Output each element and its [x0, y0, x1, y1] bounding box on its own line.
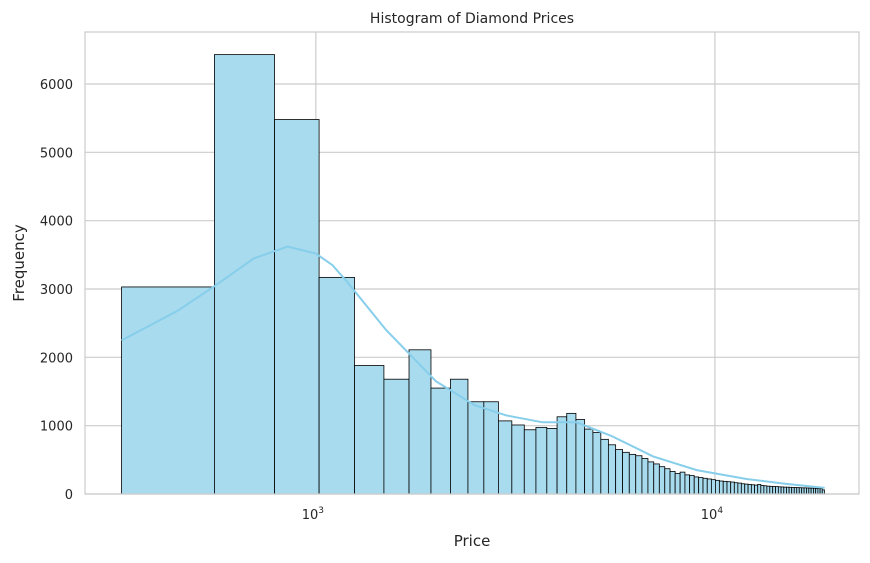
- y-tick-label: 2000: [40, 351, 73, 366]
- histogram-bar: [693, 476, 700, 495]
- histogram-bar: [592, 432, 602, 495]
- histogram-bar: [121, 286, 215, 495]
- histogram-bar: [523, 429, 537, 495]
- histogram-bar: [710, 479, 716, 495]
- histogram-bar: [497, 420, 513, 495]
- histogram-bar: [722, 480, 728, 495]
- histogram-bar: [600, 438, 609, 495]
- y-tick-label: 6000: [40, 78, 73, 93]
- histogram-bar: [740, 483, 746, 495]
- histogram-bar: [679, 471, 686, 495]
- histogram-bar: [664, 468, 671, 495]
- histogram-bar: [730, 481, 735, 495]
- histogram-bar: [744, 483, 749, 495]
- histogram-bar: [777, 486, 782, 495]
- histogram-bar: [318, 276, 355, 495]
- histogram-bar: [715, 479, 720, 495]
- histogram-bar: [575, 419, 586, 495]
- kde-curve: [121, 245, 825, 489]
- histogram-bar: [615, 449, 624, 495]
- histogram-bar: [383, 378, 410, 495]
- histogram-bar: [647, 461, 655, 495]
- histogram-bar: [733, 482, 739, 495]
- histogram-bar: [669, 471, 676, 495]
- histogram-bar: [214, 54, 275, 495]
- histogram-bar: [772, 486, 776, 495]
- histogram-bar: [783, 486, 787, 495]
- histogram-bar: [584, 428, 594, 495]
- histogram-bar: [754, 484, 759, 495]
- histogram-bar: [622, 451, 630, 495]
- histogram-bar: [821, 489, 825, 495]
- x-tick-label: 103: [302, 506, 324, 523]
- histogram-bar: [535, 426, 548, 495]
- histogram-bar: [274, 119, 320, 495]
- histogram-bar: [684, 474, 691, 495]
- histogram-bar: [556, 416, 568, 495]
- histogram-bar: [511, 424, 525, 495]
- y-tick-label: 5000: [40, 146, 73, 161]
- histogram-bar: [737, 482, 742, 495]
- y-tick-label: 4000: [40, 215, 73, 230]
- x-axis-label: Price: [454, 532, 491, 550]
- histogram-bar: [430, 387, 451, 495]
- histogram-bar: [653, 463, 660, 495]
- y-tick-label: 3000: [40, 283, 73, 298]
- histogram-bar: [641, 458, 649, 495]
- histogram-bar: [628, 453, 637, 495]
- histogram-bar: [674, 473, 681, 495]
- plot-frame: [84, 31, 860, 495]
- x-tick-label: 104: [701, 506, 724, 523]
- histogram-bar: [635, 455, 643, 495]
- histogram-bar: [483, 401, 499, 495]
- histogram-bar: [726, 481, 732, 495]
- histogram-bar: [467, 401, 485, 495]
- histogram-bar: [706, 478, 712, 495]
- histogram-bar: [698, 477, 704, 495]
- histogram-bar: [766, 485, 771, 495]
- y-tick-label: 1000: [40, 420, 73, 435]
- histogram-bar: [780, 486, 785, 495]
- y-axis-label: Frequency: [10, 224, 28, 302]
- histogram-bar: [760, 485, 765, 495]
- histogram-bar: [702, 477, 708, 495]
- histogram-bar: [658, 466, 666, 495]
- histogram-bar: [757, 484, 762, 495]
- histogram-bar: [566, 412, 577, 495]
- histogram-bar: [607, 444, 617, 495]
- histogram-bar: [354, 365, 385, 495]
- histogram-bar: [718, 480, 724, 495]
- histogram-bar: [775, 486, 779, 495]
- histogram-bar: [747, 484, 752, 495]
- histogram-bar: [763, 485, 768, 495]
- chart-title: Histogram of Diamond Prices: [370, 11, 574, 27]
- y-tick-label: 0: [65, 488, 73, 503]
- histogram-bar: [689, 475, 695, 495]
- histogram-bar: [750, 484, 755, 495]
- histogram-bar: [546, 428, 558, 495]
- histogram-bar: [769, 485, 774, 495]
